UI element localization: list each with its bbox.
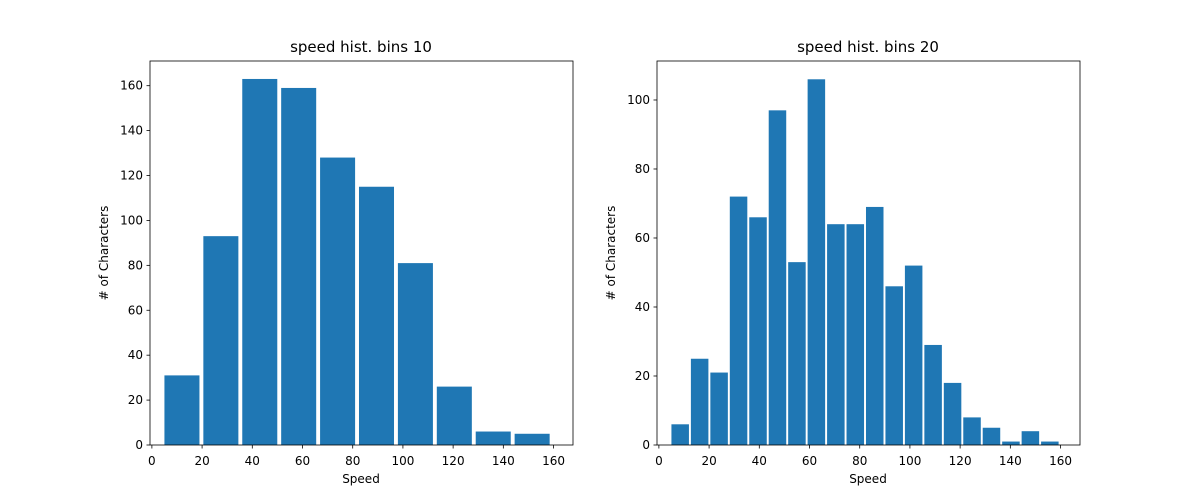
x-tick-label: 100 — [391, 454, 414, 468]
bar — [827, 224, 845, 445]
x-tick-label: 20 — [701, 454, 716, 468]
y-tick-label: 60 — [128, 303, 143, 317]
y-tick-label: 20 — [635, 369, 650, 383]
x-tick-label: 0 — [655, 454, 663, 468]
y-tick-label: 80 — [128, 258, 143, 272]
bar — [807, 79, 826, 445]
bar — [514, 433, 550, 445]
bar — [436, 386, 472, 445]
x-tick-label: 140 — [999, 454, 1022, 468]
bar — [788, 262, 806, 445]
chart-title: speed hist. bins 10 — [290, 38, 432, 56]
bar — [904, 265, 923, 445]
bar — [710, 372, 728, 445]
bar — [1002, 441, 1020, 445]
y-axis-label: # of Characters — [97, 206, 111, 301]
bar — [242, 78, 278, 446]
bar — [1021, 431, 1040, 445]
x-ticks: 0 20 40 60 80 100 120 140 160 — [655, 445, 1072, 468]
x-axis-label: Speed — [342, 472, 380, 486]
bar — [475, 431, 511, 445]
x-tick-label: 60 — [802, 454, 817, 468]
y-tick-label: 20 — [128, 393, 143, 407]
x-tick-label: 100 — [898, 454, 921, 468]
x-tick-label: 20 — [194, 454, 209, 468]
bar — [164, 375, 200, 445]
y-tick-label: 0 — [642, 438, 650, 452]
bar — [865, 206, 884, 445]
x-ticks: 0 20 40 60 80 100 120 140 160 — [148, 445, 565, 468]
x-tick-label: 120 — [949, 454, 972, 468]
bar — [203, 236, 239, 445]
bar — [320, 157, 356, 445]
chart-speed-hist-bins-20: speed hist. bins 20 0 20 40 60 80 100 0 20 40 60… — [604, 38, 1081, 486]
bars — [671, 79, 1059, 445]
y-ticks: 0 20 40 60 80 100 120 140 160 — [120, 79, 150, 452]
axes-frame — [149, 60, 574, 446]
x-tick-label: 0 — [148, 454, 156, 468]
axes-frame — [656, 60, 1081, 446]
y-tick-label: 40 — [635, 300, 650, 314]
bar — [729, 196, 748, 445]
x-tick-label: 160 — [542, 454, 565, 468]
y-tick-label: 120 — [120, 169, 143, 183]
x-tick-label: 120 — [442, 454, 465, 468]
bar — [885, 286, 903, 445]
x-tick-label: 40 — [752, 454, 767, 468]
x-axis-label: Speed — [849, 472, 887, 486]
bar — [963, 417, 981, 445]
bar — [358, 186, 395, 445]
bar — [1041, 441, 1059, 445]
y-tick-label: 40 — [128, 348, 143, 362]
y-tick-label: 0 — [135, 438, 143, 452]
bar — [281, 87, 317, 445]
x-tick-label: 80 — [852, 454, 867, 468]
bar — [690, 358, 709, 445]
x-tick-label: 60 — [295, 454, 310, 468]
x-tick-label: 40 — [245, 454, 260, 468]
y-tick-label: 80 — [635, 162, 650, 176]
y-axis-label: # of Characters — [604, 206, 618, 301]
bar — [768, 110, 787, 445]
y-tick-label: 160 — [120, 79, 143, 93]
x-tick-label: 160 — [1049, 454, 1072, 468]
bars — [164, 78, 550, 446]
y-tick-label: 140 — [120, 124, 143, 138]
y-tick-label: 100 — [627, 93, 650, 107]
y-tick-label: 100 — [120, 213, 143, 227]
bar — [846, 224, 865, 445]
y-ticks: 0 20 40 60 80 100 — [627, 93, 657, 452]
bar — [924, 344, 942, 445]
bar — [982, 427, 1001, 445]
x-tick-label: 80 — [345, 454, 360, 468]
bar — [671, 424, 689, 445]
bar — [397, 263, 433, 445]
x-tick-label: 140 — [492, 454, 515, 468]
chart-title: speed hist. bins 20 — [797, 38, 939, 56]
bar — [943, 382, 962, 445]
y-tick-label: 60 — [635, 231, 650, 245]
bar — [749, 217, 767, 445]
chart-speed-hist-bins-10: speed hist. bins 10 0 20 40 60 80 100 120 140 16… — [97, 38, 574, 486]
